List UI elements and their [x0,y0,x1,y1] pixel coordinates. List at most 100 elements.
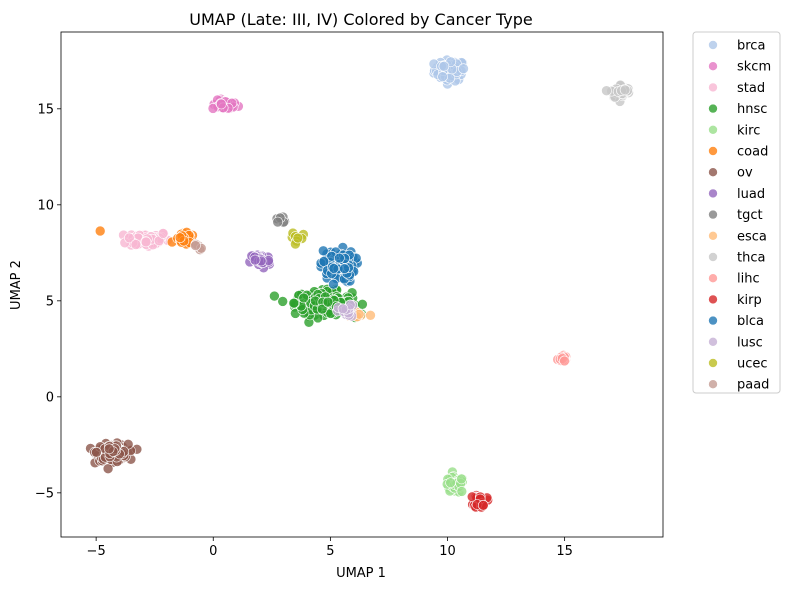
legend-marker-lihc [708,273,718,284]
plot-background [61,32,663,537]
point-blca [318,256,330,267]
legend-marker-luad [708,188,718,199]
point-tgct [272,216,284,228]
point-lihc [559,355,570,367]
point-stad [124,232,135,244]
plot-area [60,31,664,538]
point-kirp [477,499,489,511]
legend-marker-esca [708,231,718,241]
legend-label-skcm: skcm [737,60,771,75]
x-axis: −5 0 5 10 15 [87,537,573,559]
y-axis-label: UMAP 2 [9,260,24,310]
legend-label-esca: esca [737,229,767,244]
legend-marker-blca [708,315,718,326]
y-tick-label: −5 [35,486,54,501]
legend-marker-stad [708,82,718,93]
legend-marker-skcm [708,61,718,71]
legend-label-blca: blca [737,314,764,329]
point-brca [438,61,450,72]
point-skcm [216,98,227,110]
series-stad [118,228,173,252]
point-coad [94,225,106,237]
point-paad [190,240,201,251]
y-tick-label: 10 [37,198,54,213]
series-coad [94,225,198,250]
legend-label-ov: ov [737,166,753,181]
series-ucec [286,227,309,250]
x-tick-label: 15 [556,544,573,559]
point-esca [365,309,376,321]
legend-marker-thca [708,252,718,262]
legend-label-paad: paad [737,378,769,393]
legend-label-kirc: kirc [737,123,760,138]
series-luad [244,249,275,274]
point-ucec [292,232,304,244]
legend-label-tgct: tgct [737,208,763,223]
point-hnsc [269,290,280,302]
point-blca [328,278,339,290]
series-kirp [466,490,494,513]
point-hnsc [298,292,310,304]
legend-label-kirp: kirp [737,293,762,308]
legend-label-thca: thca [737,251,765,266]
point-stad [140,236,152,248]
legend-label-lihc: lihc [737,272,760,287]
data-points [85,54,634,513]
legend-marker-coad [708,146,718,156]
point-ov [103,443,115,455]
series-ov [85,437,143,475]
legend-marker-ucec [708,358,718,368]
point-hnsc [288,297,300,309]
series-blca [315,242,363,290]
legend-marker-brca [708,40,718,50]
point-brca [437,71,448,82]
point-blca [334,252,345,264]
series-tgct [271,211,290,228]
series-paad [190,239,207,255]
chart-title: UMAP (Late: III, IV) Colored by Cancer T… [189,10,532,29]
x-tick-label: 5 [326,544,334,559]
point-blca [317,245,329,257]
legend-marker-lusc [708,336,718,347]
point-stad [157,228,169,239]
point-blca [339,263,350,275]
series-thca [601,79,634,107]
legend-label-coad: coad [737,145,768,160]
point-kirc [456,473,467,485]
legend-marker-paad [708,379,718,390]
legend-marker-tgct [708,209,718,220]
x-tick-label: −5 [87,544,106,559]
point-lusc [337,303,349,315]
legend-marker-kirp [708,294,718,305]
y-axis: −5 0 5 10 15 [35,102,61,501]
point-ov [102,463,114,475]
legend: brca skcm stad hnsc kirc coad ov luad tgct esca th… [692,31,781,394]
series-skcm [207,93,244,114]
point-thca [601,85,612,96]
point-hnsc [322,296,334,308]
series-brca [428,54,469,90]
x-axis-label: UMAP 1 [336,566,386,581]
y-tick-label: 0 [46,390,54,405]
point-brca [458,63,469,74]
point-kirc [445,477,456,489]
series-lusc [332,299,359,322]
point-hnsc [316,303,328,315]
point-kirc [456,486,468,497]
point-coad [174,232,186,243]
x-tick-label: 0 [209,544,217,559]
point-ov [91,446,102,458]
point-hnsc [277,296,289,307]
y-tick-label: 5 [46,294,54,309]
legend-label-stad: stad [737,81,765,96]
legend-marker-ov [708,167,718,177]
plot-frame [60,31,664,538]
legend-label-hnsc: hnsc [737,102,767,117]
legend-marker-hnsc [708,103,718,114]
x-tick-label: 10 [439,544,456,559]
legend-label-ucec: ucec [737,357,768,372]
point-thca [619,84,631,96]
legend-label-brca: brca [737,39,765,54]
point-blca [328,263,340,274]
